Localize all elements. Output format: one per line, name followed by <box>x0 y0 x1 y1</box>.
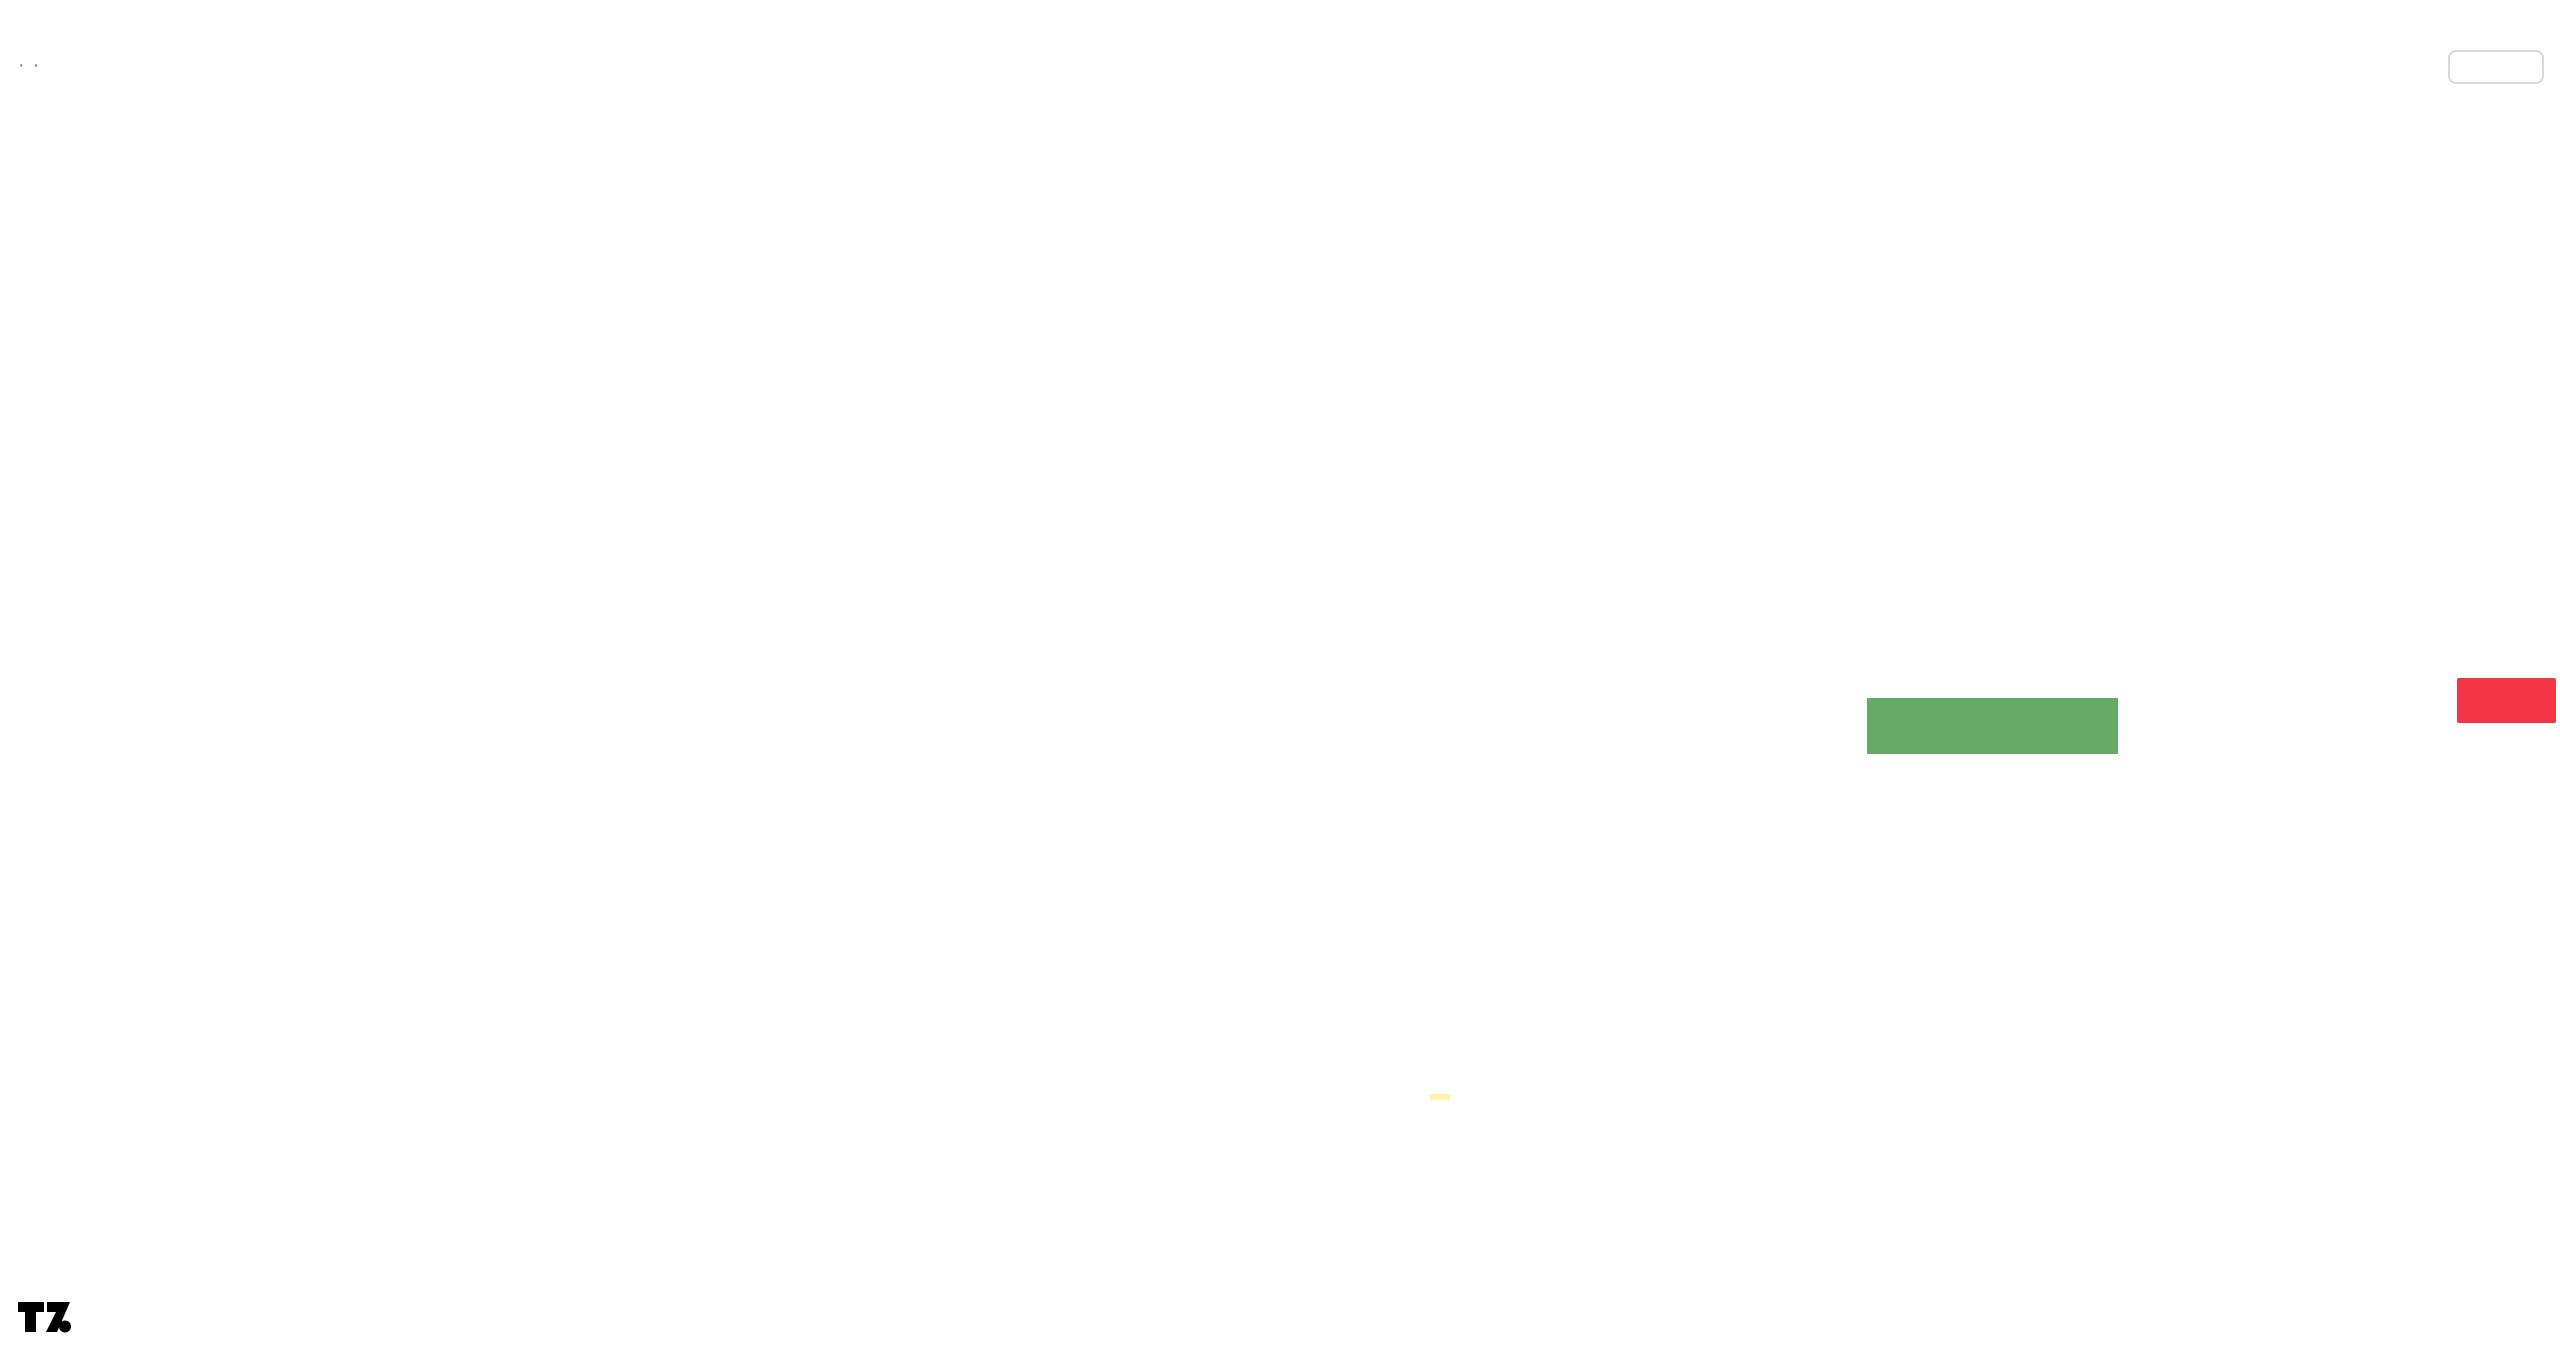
current-price-badge <box>2457 678 2556 723</box>
separator-dot: · <box>32 54 40 76</box>
price-target-label <box>1867 698 2118 754</box>
divergence-annotation <box>1430 1094 1450 1100</box>
symbol-ohlc-row[interactable]: · · <box>14 54 93 77</box>
separator-dot: · <box>18 54 25 76</box>
tradingview-logo-icon[interactable] <box>16 1300 74 1339</box>
tradingview-footer[interactable] <box>16 1300 86 1339</box>
currency-usd-button[interactable] <box>2448 50 2544 84</box>
